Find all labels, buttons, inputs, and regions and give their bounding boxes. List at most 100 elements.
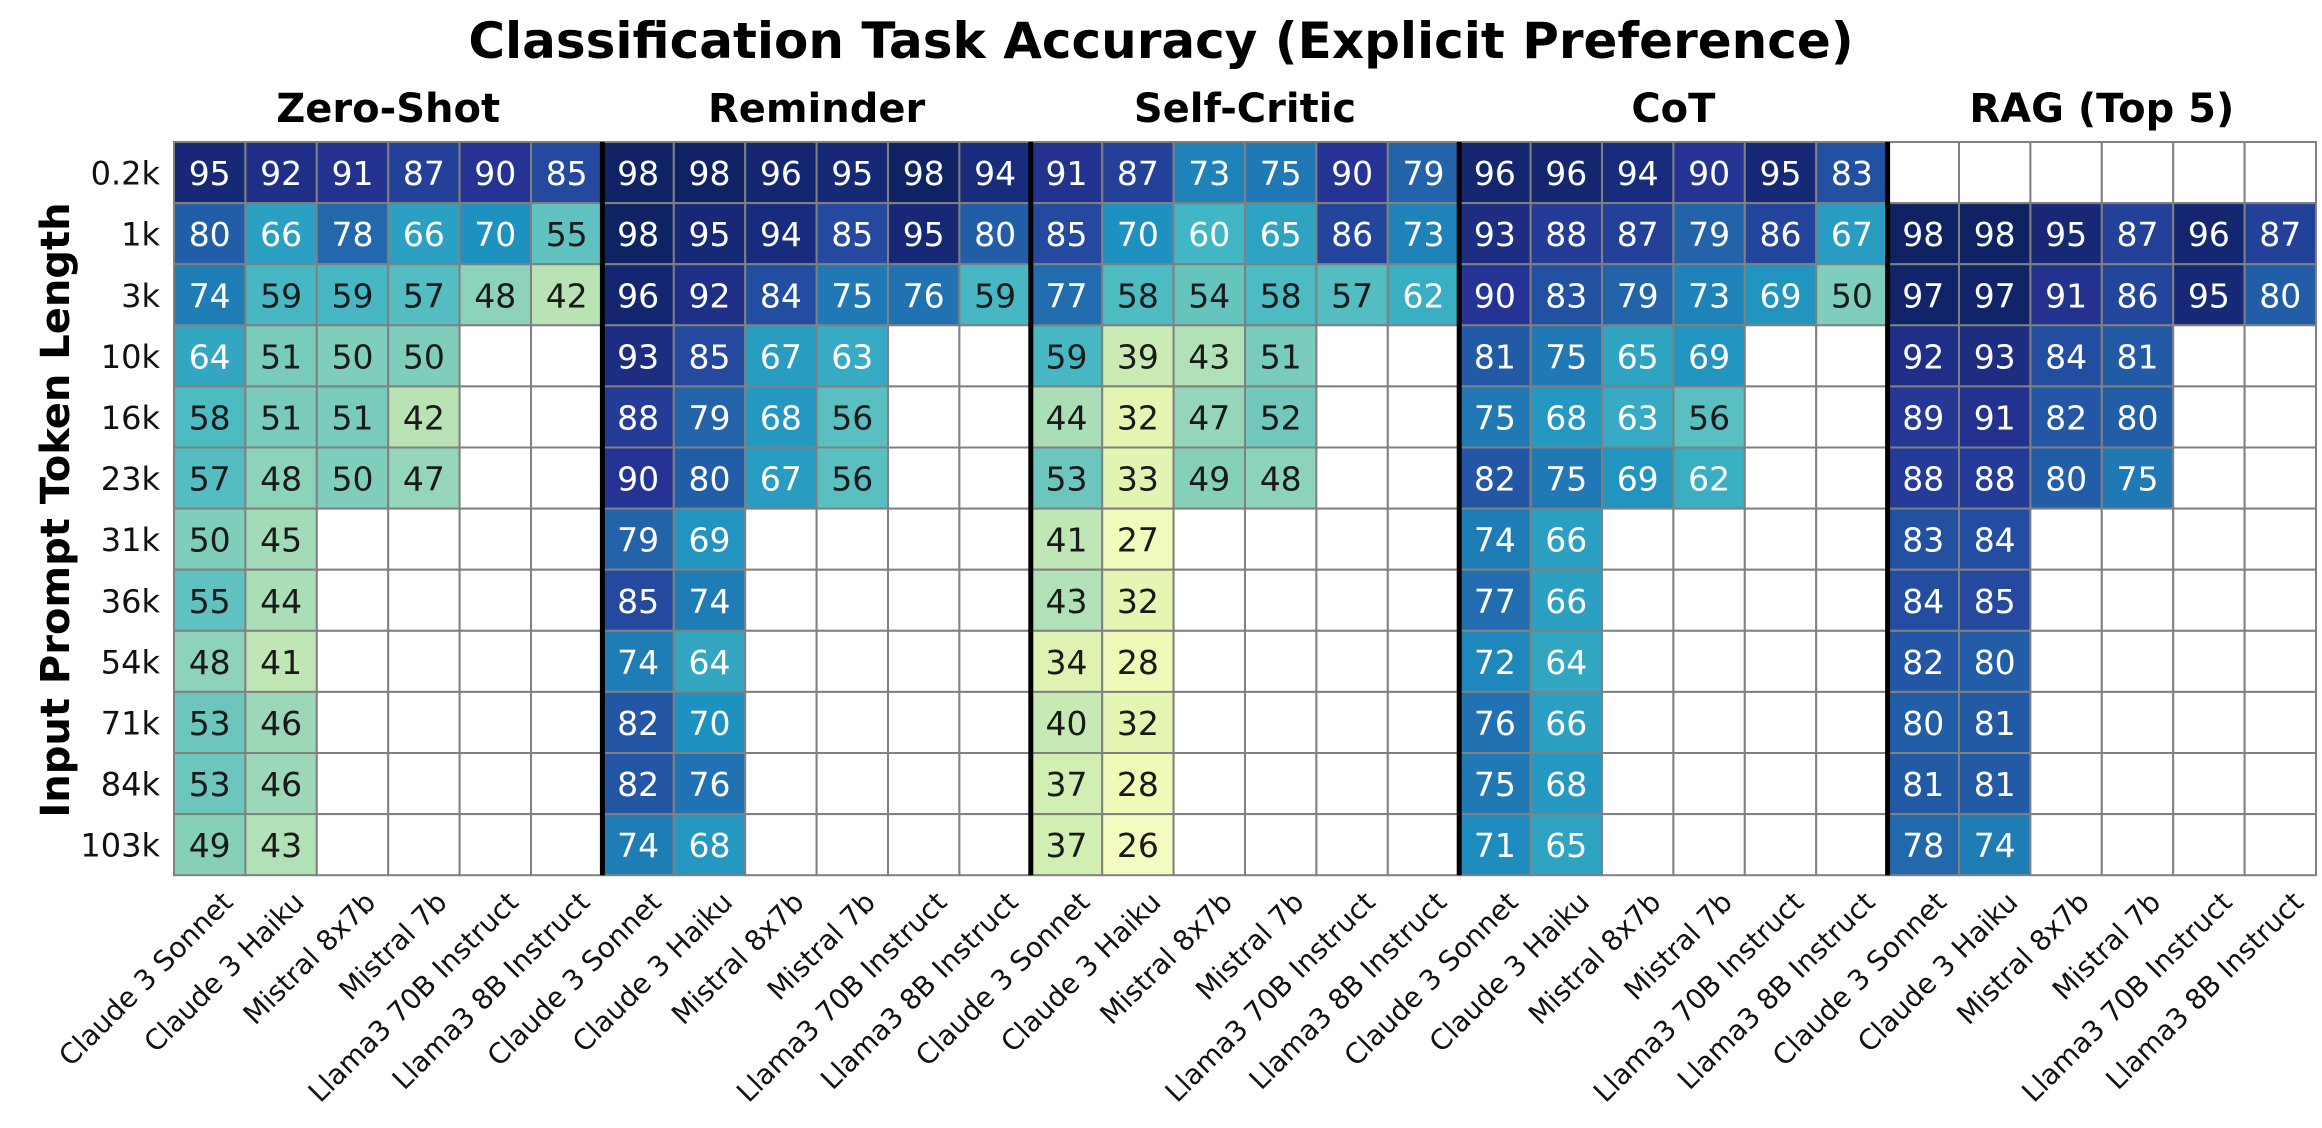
cell-value-label: 79	[1403, 154, 1445, 193]
cell-value-label: 91	[1046, 154, 1088, 193]
cell-value-label: 80	[689, 460, 731, 499]
heatmap-cell	[2243, 324, 2318, 388]
heatmap-cell	[1029, 629, 1104, 693]
heatmap-cell	[315, 813, 390, 877]
cell-value-label: 98	[903, 154, 945, 193]
cell-value-label: 88	[1974, 460, 2016, 499]
cell-value-label: 96	[2188, 215, 2230, 254]
cell-value-label: 66	[1545, 521, 1587, 560]
heatmap-cell	[2172, 813, 2246, 877]
cell-value-label: 63	[831, 337, 873, 376]
chart-title: Classification Task Accuracy (Explicit P…	[468, 12, 1853, 70]
heatmap-cell	[958, 385, 1032, 449]
y-tick-label: 103k	[80, 827, 160, 865]
cell-value-label: 65	[1545, 826, 1587, 865]
cell-value-label: 49	[1188, 460, 1230, 499]
heatmap-cell	[1601, 690, 1675, 755]
cell-value-label: 28	[1117, 765, 1159, 804]
heatmap-cell	[744, 141, 818, 205]
heatmap-cell	[887, 568, 961, 632]
heatmap-cell	[2243, 813, 2318, 877]
heatmap-cell	[173, 752, 247, 816]
heatmap-cell	[173, 507, 247, 571]
heatmap-cell	[2029, 263, 2103, 327]
heatmap-cell	[315, 752, 390, 816]
cell-value-label: 53	[189, 704, 231, 743]
heatmap-cell	[1958, 263, 2032, 327]
cell-value-label: 26	[1117, 826, 1159, 865]
heatmap-cell	[1315, 263, 1389, 327]
cell-value-label: 96	[617, 276, 659, 315]
heatmap-cell	[1458, 324, 1532, 388]
y-tick-label: 71k	[101, 704, 161, 742]
heatmap-cell	[1958, 507, 2032, 571]
heatmap-cell	[458, 690, 533, 755]
cell-value-label: 64	[1545, 643, 1587, 682]
cell-value-label: 95	[2045, 215, 2087, 254]
heatmap-cell	[744, 690, 818, 755]
cell-value-label: 84	[760, 276, 802, 315]
heatmap-cell	[1529, 629, 1603, 693]
heatmap-cell	[815, 752, 889, 816]
heatmap-cell	[1529, 324, 1603, 388]
heatmap-cell	[601, 690, 675, 755]
heatmap-cell	[1958, 202, 2032, 266]
cell-value-label: 85	[689, 337, 731, 376]
heatmap-cell	[601, 202, 675, 266]
heatmap-cell	[1172, 752, 1246, 816]
cell-value-label: 81	[2117, 337, 2159, 376]
cell-value-label: 95	[689, 215, 731, 254]
cell-value-label: 78	[332, 215, 374, 254]
heatmap-cell	[1815, 324, 1889, 388]
heatmap-cell	[815, 141, 889, 205]
heatmap-cell	[1529, 813, 1603, 877]
cell-value-label: 67	[760, 337, 802, 376]
cell-value-label: 80	[1902, 704, 1944, 743]
y-tick-label: 84k	[101, 766, 161, 804]
heatmap-cell	[744, 507, 818, 571]
heatmap-cell	[815, 813, 889, 877]
cell-value-label: 81	[1902, 765, 1944, 804]
cell-value-label: 95	[831, 154, 873, 193]
heatmap-cell	[2029, 507, 2103, 571]
cell-value-label: 75	[831, 276, 873, 315]
cell-value-label: 87	[1617, 215, 1659, 254]
cell-value-label: 62	[1403, 276, 1445, 315]
heatmap-cell	[244, 263, 318, 327]
heatmap-cell	[1672, 263, 1746, 327]
cell-value-label: 47	[1188, 398, 1230, 437]
heatmap-cell	[1743, 507, 1818, 571]
heatmap-cell	[1815, 446, 1889, 510]
heatmap-cell	[958, 568, 1032, 632]
heatmap-cell	[2172, 568, 2246, 632]
cell-value-label: 74	[189, 276, 231, 315]
cell-value-label: 68	[1545, 398, 1587, 437]
heatmap-cell	[2029, 752, 2103, 816]
cell-value-label: 49	[189, 826, 231, 865]
heatmap-cell	[1244, 629, 1318, 693]
cell-value-label: 51	[260, 337, 302, 376]
heatmap-cell	[458, 568, 533, 632]
heatmap-cell	[1172, 813, 1246, 877]
heatmap-cell	[958, 752, 1032, 816]
heatmap-cell	[2029, 385, 2103, 449]
cell-value-label: 79	[1688, 215, 1730, 254]
heatmap-cell	[1386, 752, 1461, 816]
cell-value-label: 52	[1260, 398, 1302, 437]
cell-value-label: 50	[1831, 276, 1873, 315]
heatmap-cell	[958, 141, 1032, 205]
heatmap-cell	[887, 507, 961, 571]
cell-value-label: 74	[1974, 826, 2016, 865]
heatmap-cell	[2243, 202, 2318, 266]
heatmap-cell	[744, 385, 818, 449]
cell-value-label: 59	[1046, 337, 1088, 376]
heatmap-cell	[1315, 690, 1389, 755]
cell-value-label: 94	[760, 215, 802, 254]
heatmap-cell	[458, 752, 533, 816]
heatmap-cells	[173, 141, 2318, 877]
cell-value-label: 93	[617, 337, 659, 376]
cell-value-label: 76	[1474, 704, 1516, 743]
heatmap-cell	[2172, 752, 2246, 816]
heatmap-cell	[958, 813, 1032, 877]
